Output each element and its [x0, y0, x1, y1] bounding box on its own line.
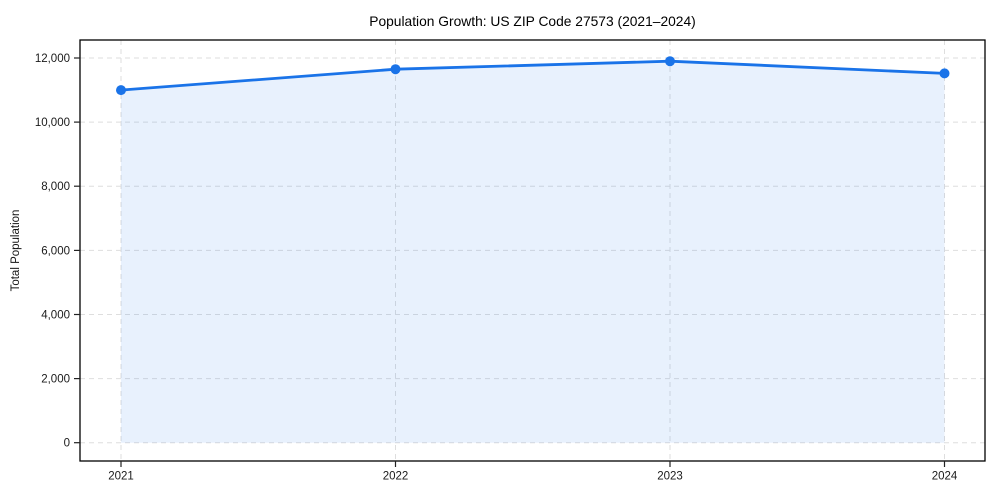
trend-line — [119, 59, 946, 92]
y-tick-label: 0 — [64, 438, 70, 450]
y-axis-title: Total Population — [10, 210, 22, 292]
y-tick-label: 10,000 — [35, 117, 70, 129]
x-tick-label: 2024 — [932, 471, 958, 483]
axis-ticks-layer: 0 2,000 4,000 6,000 8,000 10,000 12,000 2021 202… — [35, 53, 958, 483]
x-tick-label: 2023 — [657, 471, 683, 483]
y-tick-label: 2,000 — [41, 374, 70, 386]
x-tick-label: 2022 — [383, 471, 409, 483]
chart-title: Population Growth: US ZIP Code 27573 (20… — [369, 14, 695, 29]
data-point-marker — [939, 68, 950, 79]
data-point-marker — [116, 85, 126, 96]
gridlines-layer — [80, 40, 985, 461]
data-points-layer — [116, 56, 950, 96]
area-fill-layer — [121, 61, 945, 443]
area-fill — [121, 61, 945, 443]
y-tick-label: 6,000 — [41, 245, 70, 257]
y-tick-label: 4,000 — [41, 310, 70, 322]
data-point-marker — [665, 56, 675, 67]
data-point-marker — [390, 64, 401, 75]
trend-line-layer — [119, 59, 946, 92]
y-tick-label: 8,000 — [41, 181, 70, 193]
x-tick-label: 2021 — [108, 471, 134, 483]
y-tick-label: 12,000 — [35, 53, 70, 65]
